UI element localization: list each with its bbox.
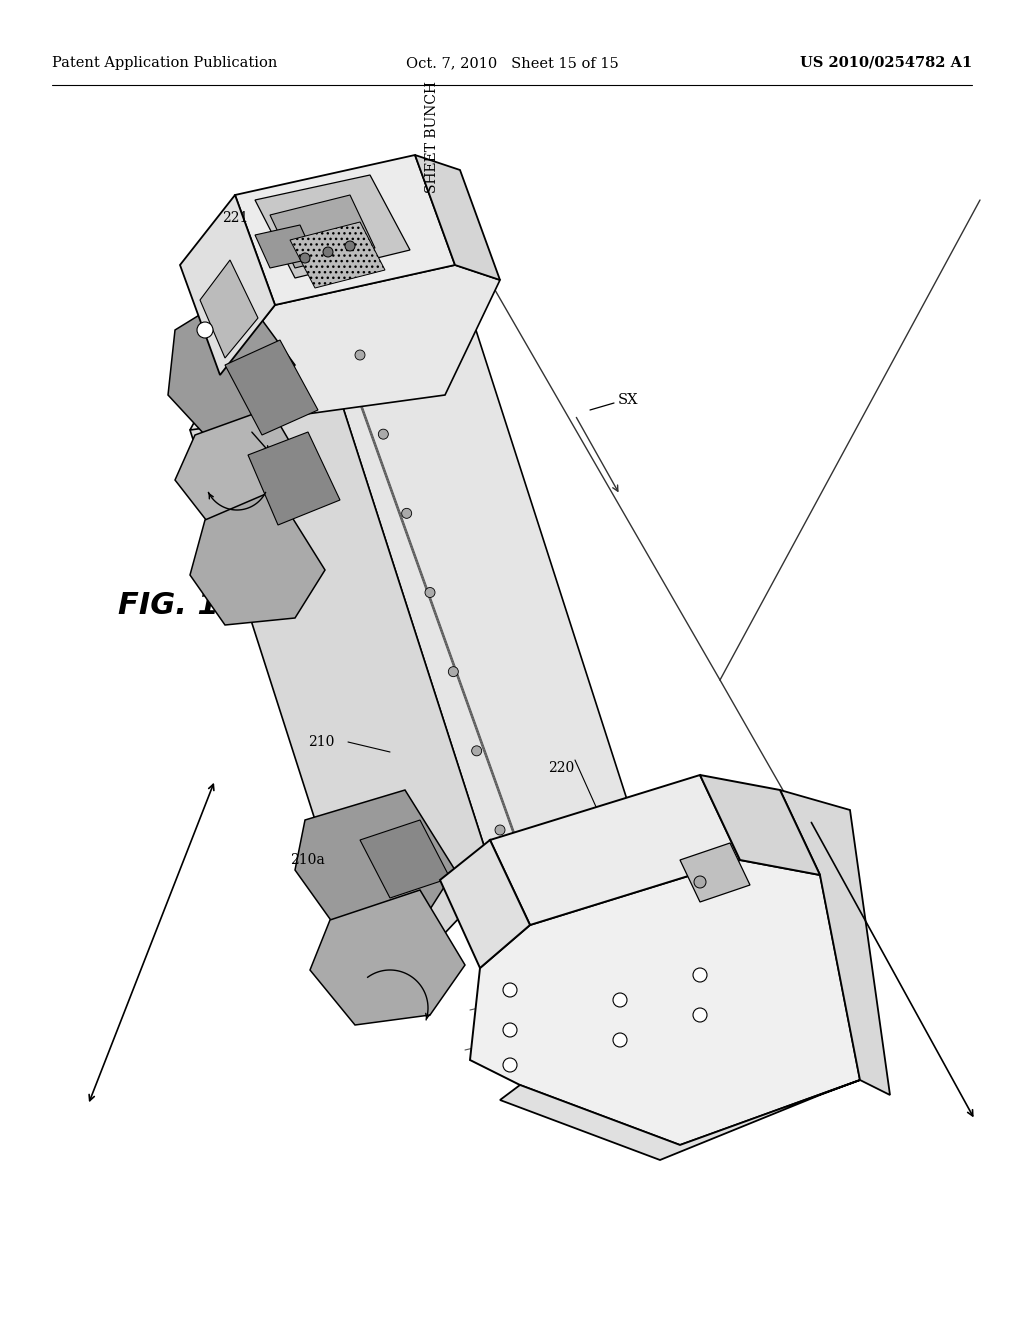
Polygon shape — [255, 176, 410, 279]
Circle shape — [300, 253, 310, 263]
Polygon shape — [175, 408, 315, 528]
Polygon shape — [248, 432, 340, 525]
Circle shape — [613, 993, 627, 1007]
Circle shape — [693, 968, 707, 982]
Polygon shape — [415, 154, 500, 280]
Text: 220: 220 — [548, 762, 574, 775]
Circle shape — [449, 667, 459, 677]
Circle shape — [694, 876, 706, 888]
Polygon shape — [168, 290, 295, 436]
Circle shape — [378, 429, 388, 440]
Text: SHEET BUNCH: SHEET BUNCH — [425, 81, 439, 193]
Circle shape — [323, 247, 333, 257]
Polygon shape — [290, 222, 385, 288]
Text: 210: 210 — [308, 735, 335, 748]
Polygon shape — [270, 195, 375, 268]
Polygon shape — [200, 260, 258, 358]
Text: 210a: 210a — [290, 853, 325, 867]
Text: SX: SX — [618, 393, 639, 407]
Circle shape — [355, 350, 365, 360]
Polygon shape — [190, 490, 325, 624]
Polygon shape — [500, 1080, 860, 1160]
Circle shape — [401, 508, 412, 519]
Polygon shape — [225, 341, 318, 436]
Circle shape — [613, 1034, 627, 1047]
Circle shape — [503, 983, 517, 997]
Polygon shape — [470, 861, 860, 1144]
Polygon shape — [190, 265, 500, 430]
Circle shape — [503, 1059, 517, 1072]
Circle shape — [197, 322, 213, 338]
Polygon shape — [700, 775, 820, 875]
Polygon shape — [440, 840, 530, 968]
Polygon shape — [190, 305, 495, 1007]
Polygon shape — [780, 789, 890, 1096]
Circle shape — [495, 825, 505, 836]
Polygon shape — [255, 224, 315, 268]
Polygon shape — [490, 775, 740, 925]
Text: US 2010/0254782 A1: US 2010/0254782 A1 — [800, 55, 972, 70]
Text: Patent Application Publication: Patent Application Publication — [52, 55, 278, 70]
Text: FIG. 14: FIG. 14 — [118, 590, 240, 619]
Polygon shape — [680, 843, 750, 902]
Polygon shape — [310, 265, 640, 880]
Polygon shape — [234, 154, 455, 305]
Circle shape — [345, 242, 355, 251]
Text: Oct. 7, 2010   Sheet 15 of 15: Oct. 7, 2010 Sheet 15 of 15 — [406, 55, 618, 70]
Text: 221: 221 — [222, 211, 249, 224]
Circle shape — [503, 1023, 517, 1038]
Circle shape — [693, 1008, 707, 1022]
Polygon shape — [295, 789, 455, 940]
Polygon shape — [310, 890, 465, 1026]
Circle shape — [472, 746, 481, 756]
Polygon shape — [180, 195, 275, 375]
Polygon shape — [360, 820, 450, 898]
Circle shape — [425, 587, 435, 598]
